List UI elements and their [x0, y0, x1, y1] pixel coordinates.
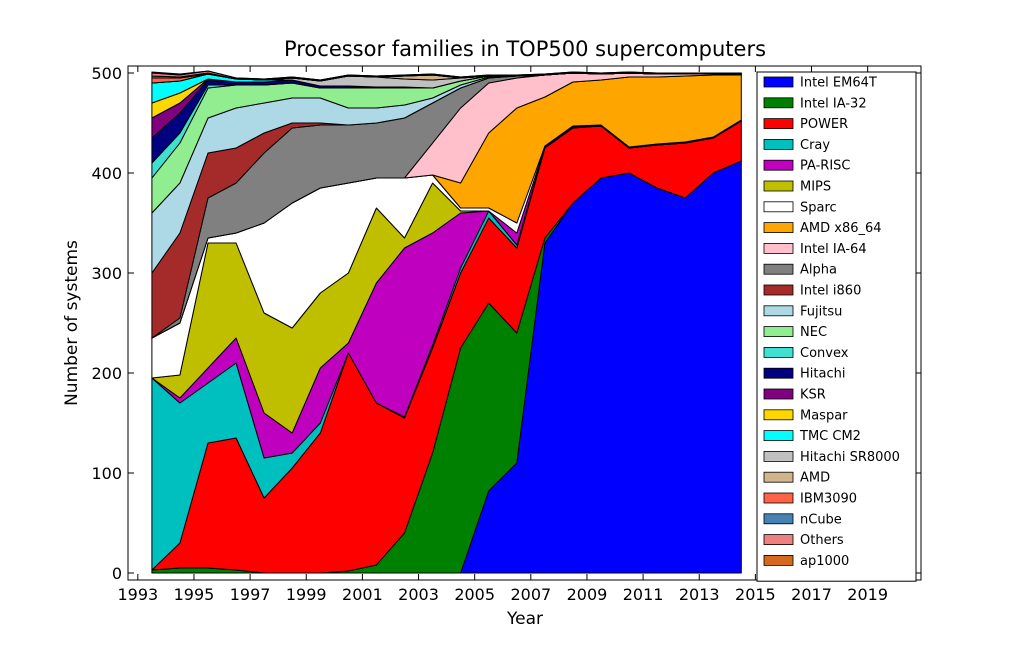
- legend-label: Maspar: [800, 408, 848, 423]
- x-tick-label: 1999: [286, 585, 327, 604]
- legend-label: Hitachi: [800, 367, 845, 382]
- legend-label: ap1000: [800, 554, 849, 569]
- x-tick-label: 2005: [454, 585, 495, 604]
- x-axis-label: Year: [506, 609, 543, 629]
- y-tick-label: 300: [91, 264, 122, 283]
- x-tick-label: 2011: [623, 585, 664, 604]
- y-tick-label: 200: [91, 364, 122, 383]
- legend-label: NEC: [800, 325, 827, 340]
- legend-swatch: [763, 201, 794, 213]
- y-axis-label: Number of systems: [62, 240, 82, 406]
- legend-label: Intel i860: [800, 284, 861, 299]
- legend-label: Intel IA-64: [800, 242, 867, 257]
- legend-swatch: [763, 284, 794, 296]
- legend-swatch: [763, 471, 794, 483]
- x-tick-label: 1997: [230, 585, 271, 604]
- legend-swatch: [763, 97, 794, 109]
- x-tick-label: 2003: [398, 585, 439, 604]
- legend-swatch: [763, 492, 794, 504]
- x-tick-label: 1993: [117, 585, 158, 604]
- legend-swatch: [763, 118, 794, 129]
- legend-swatch: [763, 555, 794, 566]
- x-tick-label: 2017: [791, 585, 832, 604]
- y-tick-label: 400: [91, 164, 122, 183]
- legend-swatch: [763, 305, 794, 317]
- legend-swatch: [763, 346, 794, 358]
- legend-swatch: [763, 534, 794, 545]
- legend-label: Others: [800, 533, 844, 548]
- area: [151, 70, 742, 81]
- legend-label: Sparc: [800, 200, 837, 215]
- legend-label: Convex: [800, 346, 849, 361]
- x-tick-label: 2015: [735, 585, 776, 604]
- y-tick-label: 500: [91, 64, 122, 83]
- legend-label: PA-RISC: [800, 159, 851, 174]
- y-tick-label: 100: [91, 464, 122, 483]
- legend-label: Cray: [800, 138, 830, 153]
- legend-label: POWER: [800, 117, 848, 132]
- legend-label: nCube: [800, 512, 842, 527]
- legend-swatch: [763, 430, 794, 442]
- x-tick-label: 2001: [342, 585, 383, 604]
- legend-swatch: [763, 76, 794, 88]
- legend-swatch: [763, 159, 794, 171]
- legend-swatch: [763, 409, 794, 421]
- legend-label: MIPS: [800, 180, 831, 195]
- x-tick-label: 2013: [679, 585, 720, 604]
- legend-swatch: [763, 388, 794, 400]
- legend-label: KSR: [800, 388, 826, 403]
- legend-swatch: [763, 326, 794, 338]
- legend-label: Fujitsu: [800, 304, 842, 319]
- x-tick-label: 2019: [847, 585, 888, 604]
- legend-swatch: [763, 222, 794, 234]
- legend-swatch: [763, 138, 794, 150]
- legend-label: AMD x86_64: [800, 221, 882, 236]
- legend-swatch: [763, 450, 794, 462]
- legend-label: Alpha: [800, 263, 837, 278]
- legend-swatch: [763, 263, 794, 275]
- x-tick-label: 2007: [510, 585, 551, 604]
- legend-label: Intel IA-32: [800, 96, 867, 111]
- legend-swatch: [763, 513, 794, 525]
- legend-swatch: [763, 367, 794, 379]
- legend-label: IBM3090: [800, 492, 857, 507]
- y-tick-label: 0: [112, 564, 122, 583]
- plot-frame: [127, 65, 922, 581]
- legend-label: Intel EM64T: [800, 76, 877, 91]
- legend-label: TMC CM2: [799, 429, 861, 444]
- chart-title: Processor families in TOP500 supercomput…: [284, 37, 766, 61]
- x-tick-label: 2009: [567, 585, 608, 604]
- legend-swatch: [763, 242, 794, 254]
- legend-swatch: [763, 180, 794, 192]
- legend-label: AMD: [800, 471, 830, 486]
- legend-label: Hitachi SR8000: [800, 450, 900, 465]
- x-tick-label: 1995: [174, 585, 215, 604]
